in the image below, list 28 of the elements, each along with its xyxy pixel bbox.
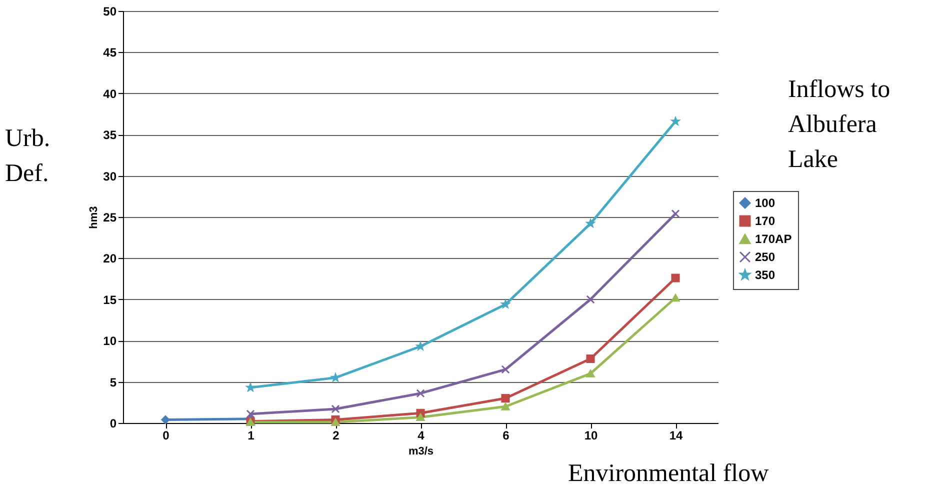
legend-label: 170AP [755,232,792,246]
x-tick-label: 2 [332,428,340,442]
x-tick-label: 14 [669,428,683,442]
legend-label: 250 [755,250,776,264]
y-tick-label: 35 [103,128,117,142]
x-tick-label: 10 [584,428,598,442]
x-tick-label: 0 [162,428,170,442]
legend-label: 170 [755,214,776,228]
y-tick-label: 25 [103,210,117,224]
y-tick-label: 20 [103,252,117,266]
text: Environmental flow [568,460,769,485]
y-tick-label: 15 [103,292,117,307]
legend-label: 100 [755,196,776,210]
x-axis-title: m3/s [408,446,434,458]
legend-title: Inflows to Albufera Lake [788,76,890,173]
y-tick-label: 30 [103,169,117,184]
y-tick-label: 5 [110,375,117,390]
y-tick-label: 0 [110,416,117,430]
x-tick-label: 6 [502,428,510,442]
y-axis-title: hm3 [88,206,100,229]
y-tick-label: 50 [103,4,117,18]
y-tick-label: 45 [103,46,117,60]
x-tick-label: 1 [248,428,255,442]
y-tick-label: 10 [103,334,117,348]
y-tick-label: 40 [103,86,117,101]
text: Urb. Def. [5,125,50,187]
x-tick-label: 4 [418,428,425,442]
legend-label: 350 [755,268,776,282]
